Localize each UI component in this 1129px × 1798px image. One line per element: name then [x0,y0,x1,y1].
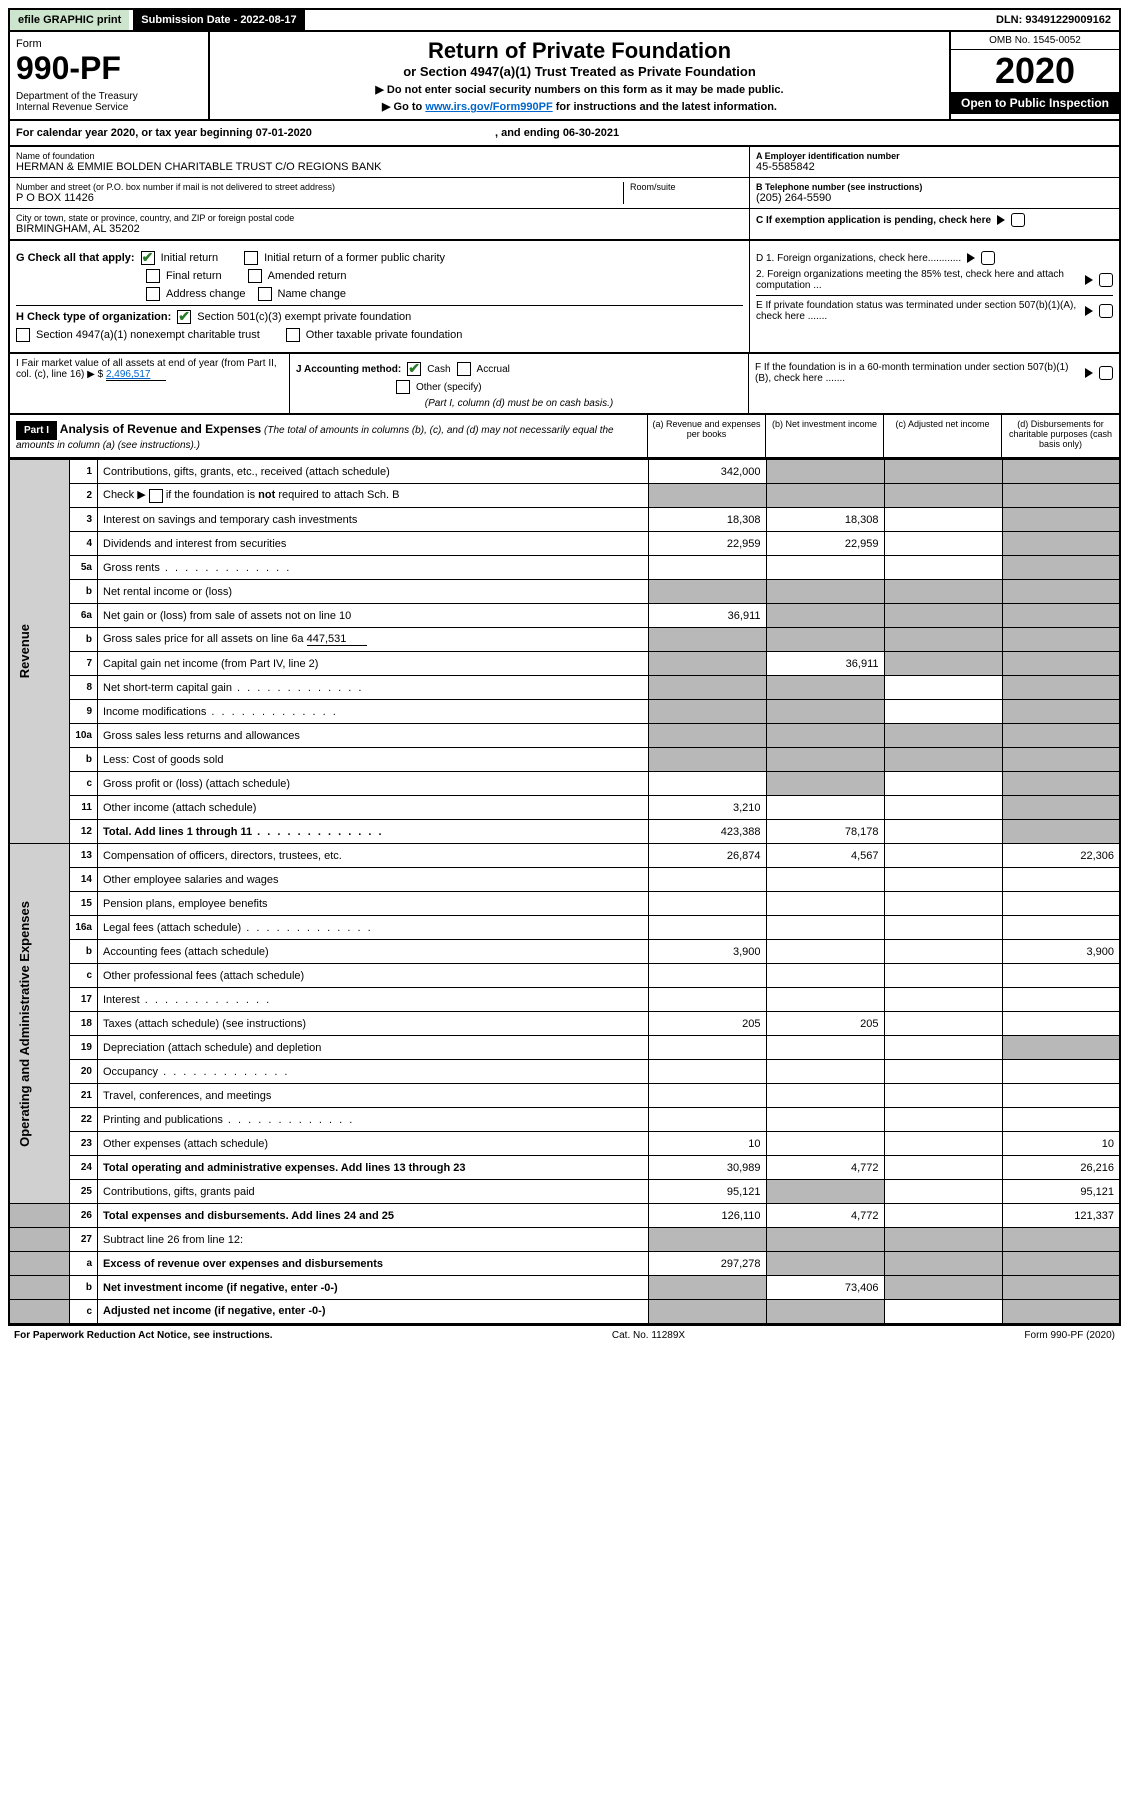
e-label: E If private foundation status was termi… [756,300,1079,322]
chk-f[interactable] [1099,366,1113,380]
checks-block: G Check all that apply: Initial return I… [8,241,1121,354]
c-checkbox[interactable] [1011,213,1025,227]
open-public: Open to Public Inspection [951,92,1119,114]
irs-link[interactable]: www.irs.gov/Form990PF [425,101,552,113]
d1-label: D 1. Foreign organizations, check here..… [756,253,961,264]
c-label: C If exemption application is pending, c… [756,215,991,226]
footer-form: Form 990-PF (2020) [1024,1330,1115,1341]
col-d-header: (d) Disbursements for charitable purpose… [1001,415,1119,457]
city-label: City or town, state or province, country… [16,213,743,223]
note-ssn: ▶ Do not enter social security numbers o… [216,83,943,96]
ein-value: 45-5585842 [756,161,1113,173]
chk-e[interactable] [1099,304,1113,318]
arrow-icon [1085,275,1093,285]
chk-cash[interactable] [407,362,421,376]
j-note: (Part I, column (d) must be on cash basi… [296,398,742,409]
calendar-year-row: For calendar year 2020, or tax year begi… [8,121,1121,147]
chk-amended[interactable] [248,269,262,283]
efile-label: efile GRAPHIC print [10,10,129,30]
main-table: Revenue 1Contributions, gifts, grants, e… [8,459,1121,1325]
omb-number: OMB No. 1545-0052 [951,32,1119,50]
d2-label: 2. Foreign organizations meeting the 85%… [756,269,1079,291]
phone-label: B Telephone number (see instructions) [756,182,1113,192]
name-label: Name of foundation [16,151,743,161]
form-header: Form 990-PF Department of the Treasury I… [8,32,1121,121]
h-label: H Check type of organization: [16,311,171,323]
f-label: F If the foundation is in a 60-month ter… [755,362,1079,384]
chk-accrual[interactable] [457,362,471,376]
chk-d2[interactable] [1099,273,1113,287]
part1-header-row: Part I Analysis of Revenue and Expenses … [8,415,1121,459]
fmv-row: I Fair market value of all assets at end… [8,354,1121,415]
chk-address[interactable] [146,287,160,301]
form-subtitle: or Section 4947(a)(1) Trust Treated as P… [216,64,943,79]
phone-value: (205) 264-5590 [756,192,1113,204]
foundation-name: HERMAN & EMMIE BOLDEN CHARITABLE TRUST C… [16,161,743,173]
form-label: Form [16,38,202,50]
fmv-value[interactable]: 2,496,517 [106,369,166,381]
irs-label: Internal Revenue Service [16,102,202,113]
chk-d1[interactable] [981,251,995,265]
note-goto: ▶ Go to www.irs.gov/Form990PF for instru… [216,100,943,113]
city-value: BIRMINGHAM, AL 35202 [16,223,743,235]
chk-initial[interactable] [141,251,155,265]
footer-left: For Paperwork Reduction Act Notice, see … [14,1330,273,1341]
tax-year: 2020 [951,50,1119,92]
room-label: Room/suite [630,182,743,192]
col-c-header: (c) Adjusted net income [883,415,1001,457]
name-block: Name of foundation HERMAN & EMMIE BOLDEN… [8,147,1121,241]
arrow-icon [997,215,1005,225]
col-a-header: (a) Revenue and expenses per books [647,415,765,457]
page-footer: For Paperwork Reduction Act Notice, see … [8,1325,1121,1345]
part1-label: Part I [16,421,57,440]
addr-label: Number and street (or P.O. box number if… [16,182,623,192]
chk-sch-b[interactable] [149,489,163,503]
address: P O BOX 11426 [16,192,623,204]
form-number: 990-PF [16,50,202,87]
g-label: G Check all that apply: [16,252,135,264]
chk-4947[interactable] [16,328,30,342]
col-b-header: (b) Net investment income [765,415,883,457]
ein-label: A Employer identification number [756,151,1113,161]
j-label: J Accounting method: [296,364,401,375]
chk-initial-former[interactable] [244,251,258,265]
arrow-icon [967,253,975,263]
arrow-icon [1085,368,1093,378]
revenue-label: Revenue [15,616,34,686]
chk-other-method[interactable] [396,380,410,394]
expenses-label: Operating and Administrative Expenses [15,893,34,1155]
chk-501c3[interactable] [177,310,191,324]
arrow-icon [1085,306,1093,316]
chk-other-taxable[interactable] [286,328,300,342]
dept-treasury: Department of the Treasury [16,91,202,102]
top-bar: efile GRAPHIC print Submission Date - 20… [8,8,1121,32]
footer-cat: Cat. No. 11289X [612,1330,685,1341]
submission-date: Submission Date - 2022-08-17 [133,10,304,30]
dln: DLN: 93491229009162 [988,10,1119,30]
chk-name-change[interactable] [258,287,272,301]
part1-title: Analysis of Revenue and Expenses [60,422,261,436]
form-title: Return of Private Foundation [216,38,943,64]
chk-final[interactable] [146,269,160,283]
